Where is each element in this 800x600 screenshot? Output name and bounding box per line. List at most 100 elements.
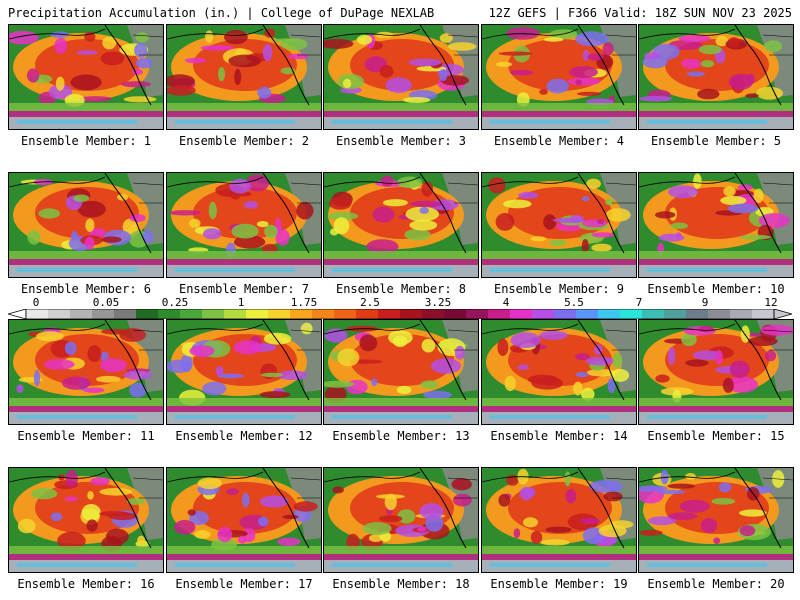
map-itcz-band xyxy=(167,406,321,412)
colorbar-swatch xyxy=(510,309,533,319)
map-precip-blob xyxy=(293,501,318,512)
colorbar-swatch xyxy=(312,309,335,319)
map-precip-blob xyxy=(129,214,146,223)
map-itcz-band xyxy=(167,554,321,560)
map-coastline xyxy=(104,25,152,106)
colorbar-swatch xyxy=(686,309,709,319)
map-precip-blob xyxy=(422,390,452,399)
map-precip-blob xyxy=(300,322,313,335)
map-precip-blob xyxy=(405,206,439,222)
colorbar-swatch xyxy=(664,309,687,319)
ensemble-map-panel xyxy=(8,24,164,130)
map-coastline xyxy=(262,173,310,254)
colorbar-swatch xyxy=(598,309,621,319)
map-precip-blob xyxy=(205,30,214,43)
map-precip-blob xyxy=(134,43,148,58)
colorbar-swatch xyxy=(334,309,357,319)
map-itcz-cyan-streak xyxy=(175,563,295,567)
map-precip-blob xyxy=(257,86,272,99)
map-coastline xyxy=(9,28,106,40)
map-precip-blob xyxy=(573,381,583,396)
map-itcz-band xyxy=(167,259,321,265)
map-itcz-band xyxy=(9,111,163,117)
map-itcz-cyan-streak xyxy=(175,268,295,272)
map-precip-blob xyxy=(518,191,539,199)
map-coastline xyxy=(734,173,782,254)
map-subtropical-band xyxy=(324,103,478,111)
map-precip-blob xyxy=(686,71,705,77)
map-precip-blob xyxy=(174,519,196,535)
map-precip-blob xyxy=(226,488,239,496)
map-coastline xyxy=(104,468,152,549)
ensemble-map-panel xyxy=(166,467,322,573)
ensemble-member-label: Ensemble Member: 11 xyxy=(17,429,155,443)
ensemble-map-panel xyxy=(323,319,479,425)
map-precip-blob xyxy=(87,491,94,500)
map-precip-blob xyxy=(591,232,615,238)
map-precip-blob xyxy=(129,382,147,398)
map-precip-blob xyxy=(658,233,685,242)
map-precip-blob xyxy=(408,58,442,67)
model-run-info: 12Z GEFS | F366 Valid: 18Z SUN NOV 23 20… xyxy=(488,6,792,20)
map-precip-blob xyxy=(288,53,309,60)
map-precip-blob xyxy=(229,178,251,194)
map-precip-blob xyxy=(655,374,670,383)
map-precip-blob xyxy=(132,68,143,76)
ensemble-map-panel xyxy=(481,319,637,425)
map-precip-blob xyxy=(417,527,427,532)
map-subtropical-band xyxy=(482,251,636,259)
map-precip-blob xyxy=(185,57,207,64)
map-subtropical-band xyxy=(167,398,321,406)
ensemble-map-panel xyxy=(323,467,479,573)
map-precip-blob xyxy=(259,495,289,508)
map-precip-blob xyxy=(760,324,793,336)
map-precip-blob xyxy=(397,176,423,189)
map-precip-blob xyxy=(36,331,64,342)
map-itcz-cyan-streak xyxy=(647,563,767,567)
ensemble-member-label: Ensemble Member: 14 xyxy=(490,429,628,443)
ensemble-member-label: Ensemble Member: 10 xyxy=(647,282,785,296)
colorbar-swatch xyxy=(48,309,71,319)
map-precip-blob xyxy=(439,33,453,43)
map-itcz-cyan-streak xyxy=(490,120,610,124)
ensemble-member-label: Ensemble Member: 5 xyxy=(650,134,782,148)
map-precip-blob xyxy=(200,45,234,51)
map-coastline xyxy=(639,323,736,335)
map-precip-blob xyxy=(333,217,350,235)
map-precip-blob xyxy=(753,188,764,203)
map-precip-blob xyxy=(569,66,598,78)
map-itcz-band xyxy=(639,554,793,560)
colorbar-swatch xyxy=(114,309,137,319)
map-precip-blob xyxy=(439,69,448,82)
map-precip-blob xyxy=(586,369,616,377)
map-borders xyxy=(605,329,636,351)
map-itcz-band xyxy=(482,111,636,117)
map-itcz-band xyxy=(324,111,478,117)
map-precip-blob xyxy=(517,364,529,370)
ensemble-map-panel xyxy=(481,172,637,278)
map-precip-blob xyxy=(123,370,153,380)
colorbar-scale xyxy=(8,309,792,319)
map-itcz-band xyxy=(639,111,793,117)
map-borders xyxy=(290,329,321,351)
map-precip-blob xyxy=(86,519,98,532)
map-coastline xyxy=(734,25,782,106)
ensemble-map-panel xyxy=(481,467,637,573)
map-precip-blob xyxy=(597,219,605,224)
map-subtropical-band xyxy=(482,103,636,111)
colorbar-swatch xyxy=(180,309,203,319)
map-coastline xyxy=(419,320,467,401)
map-precip-blob xyxy=(605,198,615,206)
map-borders xyxy=(290,477,321,499)
map-precip-blob xyxy=(122,218,138,236)
map-precip-blob xyxy=(277,370,308,380)
map-precip-blob xyxy=(263,332,292,345)
map-precip-blob xyxy=(409,219,438,231)
colorbar-swatch xyxy=(356,309,379,319)
map-precip-blob xyxy=(99,511,130,517)
ensemble-member-label: Ensemble Member: 12 xyxy=(175,429,313,443)
map-precip-blob xyxy=(233,340,262,355)
map-subtropical-band xyxy=(639,251,793,259)
map-precip-blob xyxy=(639,485,668,492)
ensemble-member-label: Ensemble Member: 4 xyxy=(493,134,625,148)
